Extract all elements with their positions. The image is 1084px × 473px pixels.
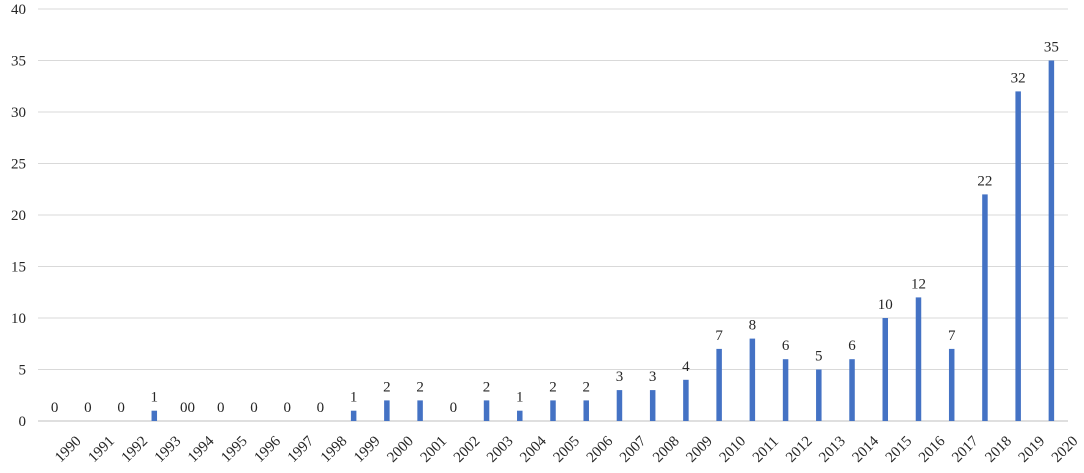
x-tick-label: 2006 [584,433,617,466]
x-tick-label: 1997 [285,433,318,466]
bar [816,369,822,421]
data-label: 0 [217,400,225,416]
x-tick-label: 2002 [451,433,484,466]
data-label: 12 [911,276,926,292]
bar [1015,91,1021,422]
data-label: 2 [582,379,590,395]
y-tick-label: 5 [19,363,27,379]
bar [550,400,556,421]
bar [151,410,158,421]
y-tick-label: 10 [11,311,26,327]
x-tick-label: 2010 [717,433,750,466]
bar [583,400,589,421]
data-label: 0 [317,400,325,416]
bar [849,359,855,421]
y-tick-label: 15 [11,260,26,276]
data-label: 5 [815,349,823,365]
x-tick-label: 2013 [816,433,849,466]
bar [649,390,656,421]
gridlines [38,8,1068,422]
x-tick-label: 2007 [617,433,650,466]
bar [1048,60,1055,421]
x-tick-label: 2009 [683,433,716,466]
x-tick-label: 1990 [52,433,85,466]
x-tick-label: 2001 [418,433,451,466]
bar [749,338,756,421]
data-label: 32 [1011,70,1026,86]
x-tick-label: 1996 [251,433,284,466]
x-tick-label: 2014 [850,433,883,466]
data-label: 0 [283,400,291,416]
x-tick-label: 2017 [949,433,982,466]
y-tick-label: 25 [11,157,26,173]
x-tick-label: 1994 [185,433,218,466]
x-tick-label: 2011 [750,434,782,466]
bar [483,400,490,421]
x-tick-label: 2018 [982,433,1015,466]
x-tick-label: 2020 [1049,433,1082,466]
bar [882,318,889,421]
data-label: 6 [782,338,790,354]
x-tick-label: 2019 [1016,433,1049,466]
x-tick-label: 1999 [351,433,384,466]
data-label: 0 [51,400,59,416]
x-tick-label: 2015 [883,433,916,466]
x-tick-label: 2003 [484,433,517,466]
bar [616,390,623,421]
bar [417,400,423,421]
data-label: 1 [151,390,159,406]
data-label: 3 [616,369,624,385]
data-label: 2 [416,379,424,395]
y-axis-tick-labels: 0 5 10 15 20 25 30 35 40 [11,2,26,430]
data-label: 0 [84,400,92,416]
data-label: 35 [1044,40,1059,56]
x-tick-label: 1991 [85,433,118,466]
bar [716,348,722,421]
bar [517,410,523,421]
x-tick-label: 2005 [551,433,584,466]
y-tick-label: 0 [19,414,27,430]
bar [982,194,988,421]
data-label: 2 [383,379,391,395]
bar [948,348,955,421]
y-tick-label: 40 [11,2,26,18]
bar [384,400,390,421]
data-label: 10 [878,297,893,313]
data-label: 4 [682,359,690,375]
data-label: 2 [483,379,491,395]
data-label: 0 [450,400,458,416]
x-tick-label: 2004 [517,433,550,466]
bar [782,359,789,421]
data-label: 1 [350,390,358,406]
bar [915,297,922,421]
x-tick-label: 2000 [384,433,417,466]
data-label: 7 [948,328,956,344]
bars [151,60,1055,422]
data-label: 8 [749,318,757,334]
x-axis-tick-labels: 1990 1991 1992 1993 1994 1995 1996 1997 1998 1999… [52,433,1081,466]
bar [683,379,689,421]
data-label: 0 [250,400,258,416]
data-label: 22 [977,173,992,189]
x-tick-label: 1992 [119,433,152,466]
data-label: 7 [715,328,723,344]
x-tick-label: 2008 [650,433,683,466]
x-tick-label: 1993 [152,433,185,466]
y-tick-label: 35 [11,54,26,70]
bar [350,410,357,421]
x-tick-label: 2012 [783,433,816,466]
data-label: 1 [516,390,524,406]
x-tick-label: 1998 [318,433,351,466]
y-tick-label: 20 [11,208,26,224]
data-label: 6 [848,338,856,354]
y-tick-label: 30 [11,105,26,121]
x-tick-label: 1995 [218,433,251,466]
data-label: 2 [549,379,557,395]
x-tick-label: 2016 [916,433,949,466]
data-label: 3 [649,369,657,385]
data-label: 00 [180,400,195,416]
data-label: 0 [117,400,125,416]
